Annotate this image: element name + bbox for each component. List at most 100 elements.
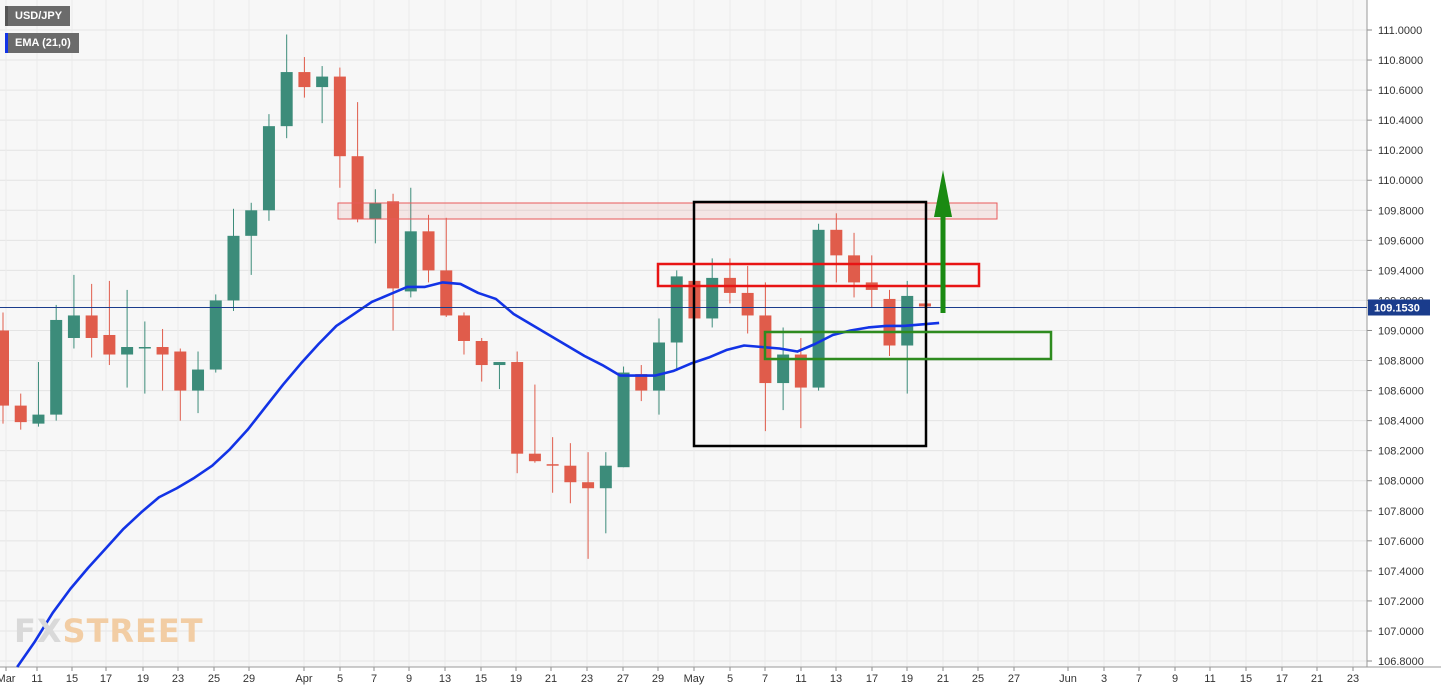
price-tick-label: 108.8000: [1378, 356, 1424, 368]
candle-body: [812, 229, 825, 388]
candle-body: [741, 292, 754, 316]
candle-body: [794, 354, 807, 388]
candle-body: [528, 453, 541, 462]
candle-body: [706, 277, 719, 319]
candle-body: [316, 76, 329, 88]
candle-body: [298, 72, 311, 88]
last-price-tag: [1368, 299, 1430, 316]
candle-body: [103, 334, 116, 355]
bullish-arrow-head: [934, 170, 952, 217]
price-tick-label: 109.4000: [1378, 265, 1424, 277]
resistance-box: [656, 262, 981, 288]
time-tick-label: 19: [137, 673, 149, 685]
time-tick-label: 17: [1276, 673, 1288, 685]
price-tick-label: 110.2000: [1378, 145, 1423, 157]
time-tick-label: 7: [1136, 673, 1142, 685]
time-tick-label: 25: [208, 673, 220, 685]
time-tick-label: Jun: [1059, 673, 1077, 685]
price-axis-panel: [1367, 0, 1441, 691]
time-tick-label: 27: [1008, 673, 1020, 685]
candle-body: [245, 210, 258, 236]
time-tick-label: 17: [866, 673, 878, 685]
time-tick-label: Mar: [0, 673, 16, 685]
candle-body: [457, 315, 470, 341]
candle-body: [351, 156, 364, 220]
candle-body: [670, 276, 683, 343]
price-tick-label: 109.0000: [1378, 325, 1424, 337]
fxstreet-logo: FXSTREET: [14, 612, 204, 650]
price-tick-label: 109.8000: [1378, 205, 1424, 217]
time-tick-label: 23: [1347, 673, 1359, 685]
time-tick-label: 19: [901, 673, 913, 685]
price-tick-label: 110.8000: [1378, 55, 1423, 67]
price-tick-label: 108.4000: [1378, 416, 1424, 428]
price-tick-label: 107.4000: [1378, 566, 1424, 578]
time-tick-label: May: [684, 673, 705, 685]
candle-body: [14, 405, 27, 423]
candle-body: [192, 369, 205, 391]
time-tick-label: 11: [795, 673, 806, 685]
candle-body: [369, 202, 382, 220]
candle-body: [67, 315, 80, 338]
candle-body: [599, 465, 612, 489]
candle-body: [830, 229, 843, 256]
price-tick-label: 110.6000: [1378, 85, 1423, 97]
candle-body: [564, 465, 577, 483]
time-tick-label: 11: [31, 673, 42, 685]
candle-body: [475, 340, 488, 366]
price-tick-label: 108.6000: [1378, 386, 1424, 398]
candle-body: [404, 231, 417, 292]
indicator-label: EMA (21,0): [5, 33, 79, 53]
candle-body: [174, 351, 187, 391]
time-tick-label: 7: [762, 673, 768, 685]
time-tick-label: 19: [510, 673, 522, 685]
candle-body: [493, 362, 506, 366]
time-axis-panel: [0, 667, 1441, 691]
candle-body: [422, 231, 435, 271]
price-tick-label: 109.6000: [1378, 235, 1424, 247]
time-tick-label: 5: [727, 673, 733, 685]
candle-body: [156, 347, 169, 355]
candle-body: [227, 235, 240, 301]
price-tick-label: 107.2000: [1378, 596, 1424, 608]
time-tick-label: 7: [371, 673, 377, 685]
price-tick-label: 110.4000: [1378, 115, 1423, 127]
candle-body: [546, 464, 559, 466]
time-tick-label: 3: [1101, 673, 1107, 685]
candle-body: [85, 315, 98, 338]
time-tick-label: 21: [937, 673, 949, 685]
time-tick-label: 25: [972, 673, 984, 685]
candle-body: [440, 270, 453, 316]
support-box: [763, 330, 1053, 361]
price-tick-label: 107.6000: [1378, 536, 1424, 548]
time-tick-label: 15: [475, 673, 487, 685]
candle-body: [582, 482, 595, 489]
candle-body: [209, 300, 222, 370]
candle-body: [50, 319, 63, 415]
time-tick-label: 29: [652, 673, 664, 685]
candle-body: [333, 76, 346, 157]
price-tick-label: 108.2000: [1378, 446, 1424, 458]
time-tick-label: 13: [439, 673, 451, 685]
symbol-label: USD/JPY: [5, 6, 71, 26]
price-tick-label: 108.0000: [1378, 476, 1424, 488]
time-tick-label: 21: [545, 673, 557, 685]
price-tick-label: 110.0000: [1378, 175, 1423, 187]
ema-line: [16, 281, 940, 668]
time-tick-label: 15: [66, 673, 78, 685]
candle-body: [121, 347, 134, 355]
candle-body: [138, 347, 151, 349]
time-tick-label: 23: [581, 673, 593, 685]
time-tick-label: 27: [617, 673, 629, 685]
price-tick-label: 106.8000: [1378, 656, 1424, 668]
candle-body: [653, 342, 666, 391]
candle-body: [777, 354, 790, 384]
last-price-label: 109.1530: [1374, 302, 1420, 314]
candle-body: [262, 126, 275, 211]
candle-body: [511, 362, 524, 454]
consolidation-box: [692, 200, 928, 448]
time-tick-label: 13: [830, 673, 842, 685]
time-tick-label: 29: [243, 673, 255, 685]
